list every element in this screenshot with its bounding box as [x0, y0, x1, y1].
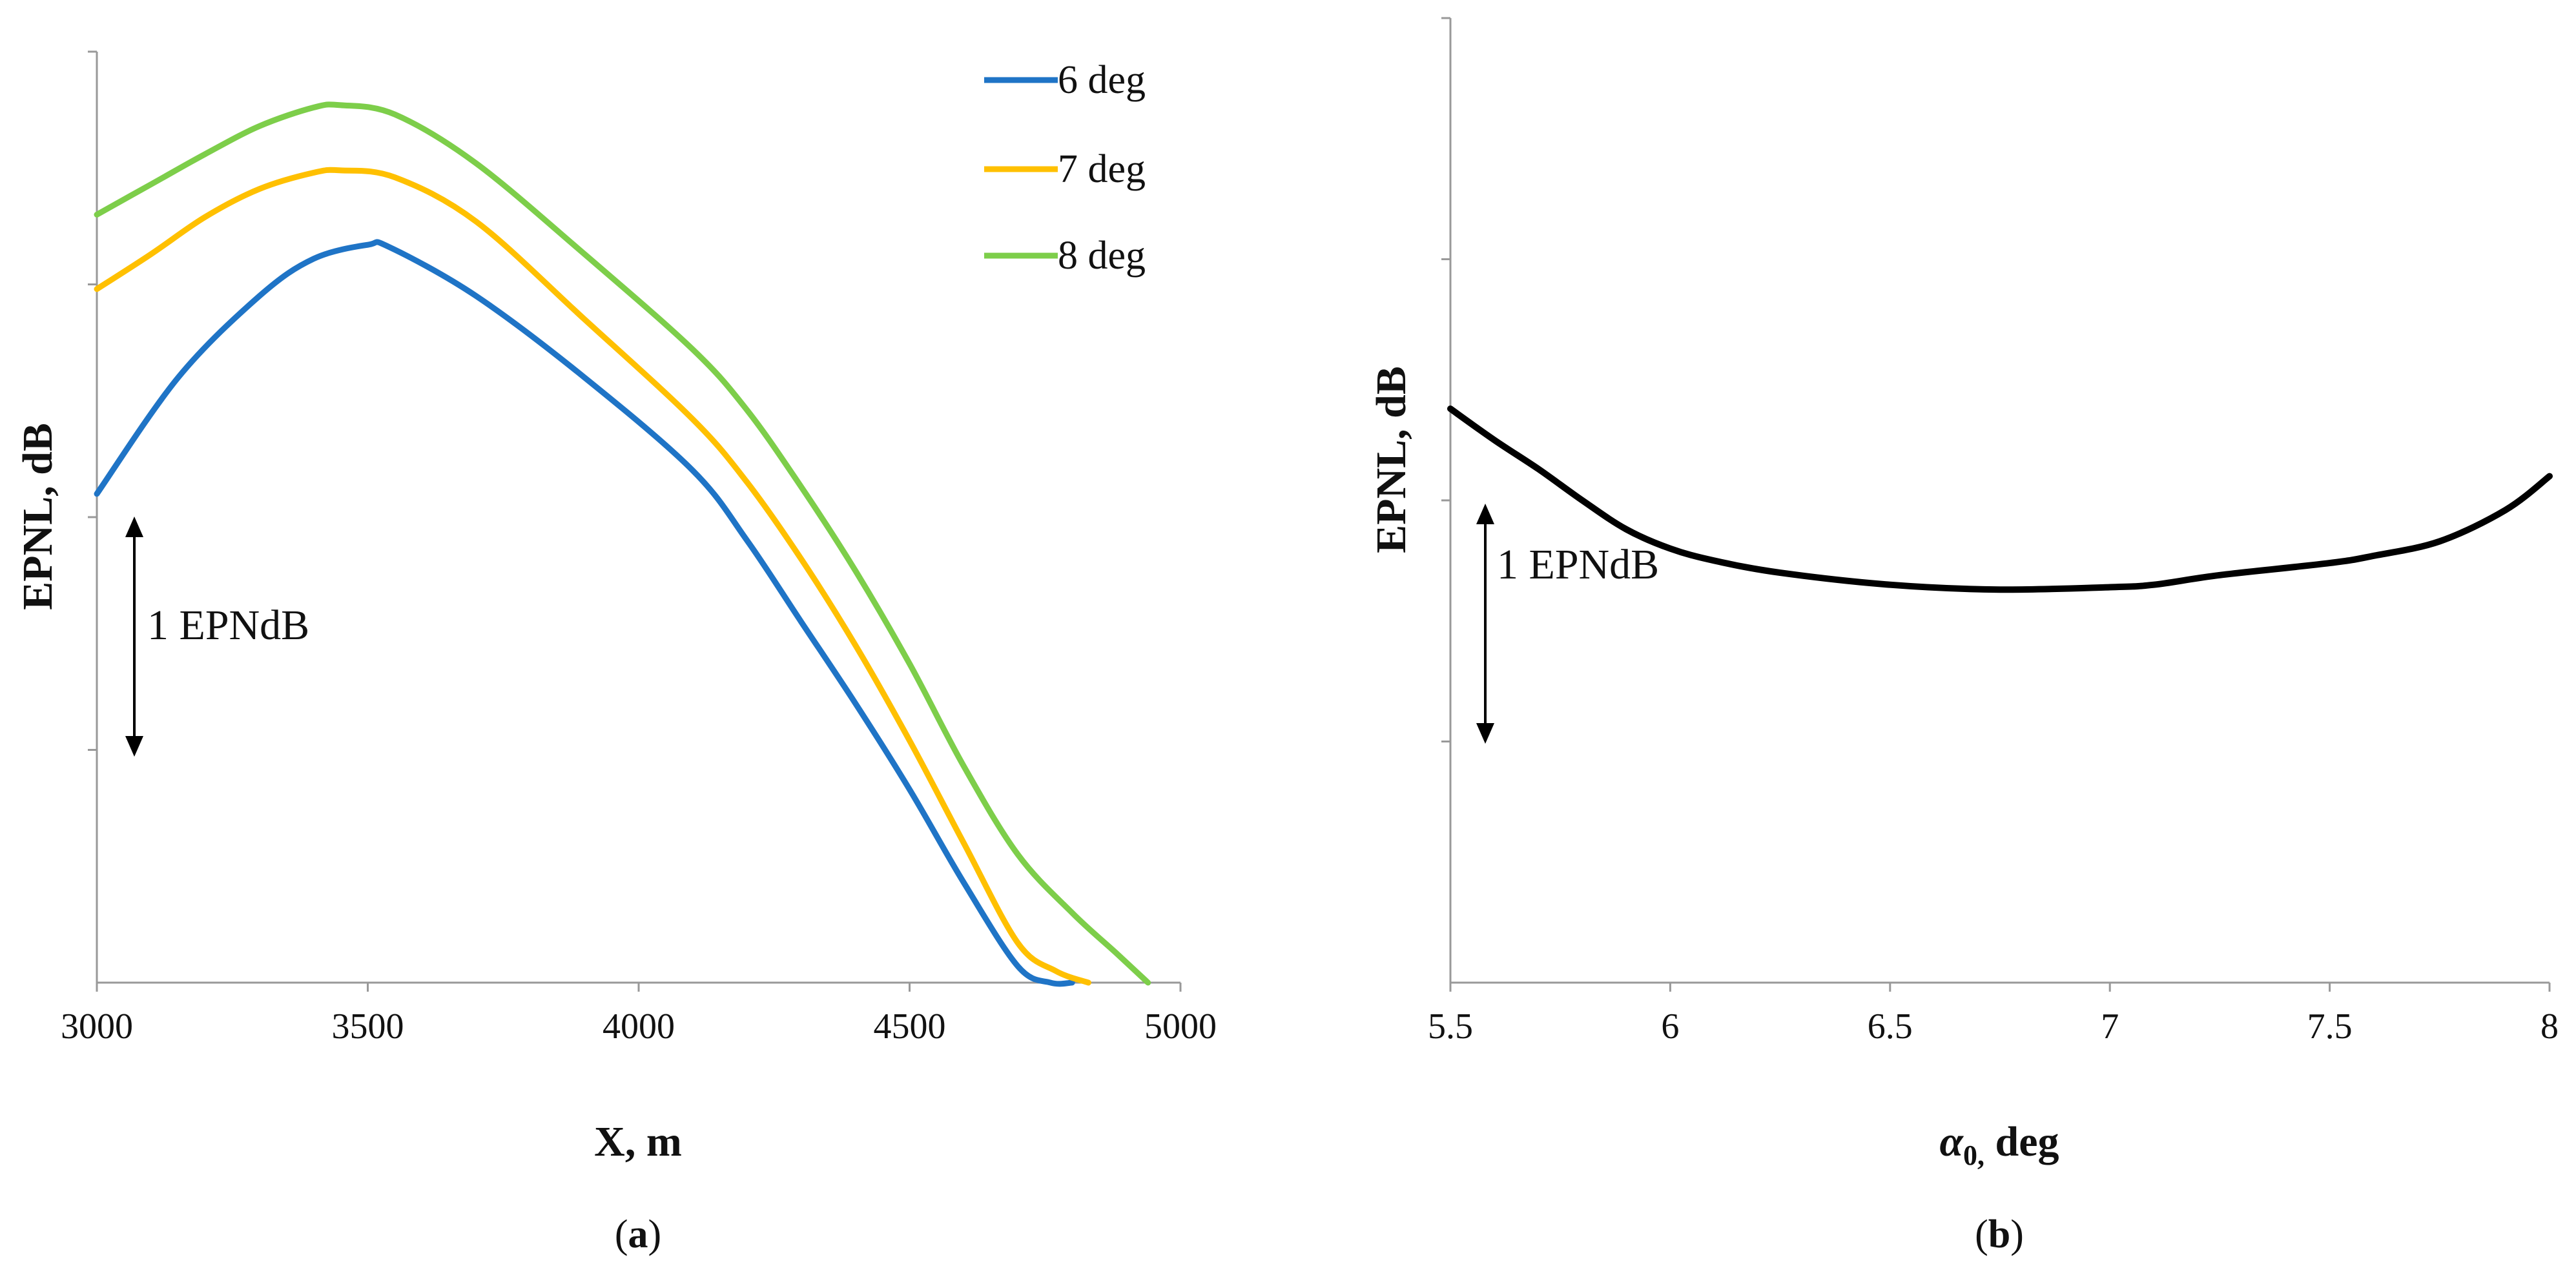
panel-a-x-tick-label: 4500: [874, 1007, 946, 1047]
panel-a-x-tick-label: 3500: [332, 1007, 404, 1047]
panel-a-x-axis-title: X, m: [594, 1118, 682, 1165]
panel-a-series-line-6-deg: [94, 239, 1075, 987]
panel-b-arrow-head-top: [1476, 504, 1494, 524]
panel-a-label: (a): [615, 1212, 661, 1256]
panel-b-y-axis-title: EPNL, dB: [1368, 366, 1415, 553]
panel-b-label: (b): [1975, 1212, 2024, 1256]
panel-a-scale-label: 1 EPNdB: [147, 602, 309, 649]
panel-b-x-tick-label: 6.5: [1868, 1007, 1913, 1047]
panel-a: 3000 3500 4000 4500 5000 6 deg 7 deg 8 deg 1…: [14, 50, 1217, 1256]
panel-b-arrow-head-bottom: [1476, 723, 1494, 744]
panel-a-x-tick-label: 3000: [61, 1007, 133, 1047]
panel-b-scale-label: 1 EPNdB: [1497, 541, 1659, 588]
panel-b-x-tick-label: 6: [1661, 1007, 1679, 1047]
panel-b-series-line-epnl: [1447, 405, 2553, 593]
legend-item-7-deg: 7 deg: [984, 147, 1146, 191]
legend-item-8-deg: 8 deg: [984, 234, 1146, 278]
panel-a-y-axis-title: EPNL, dB: [14, 423, 61, 610]
legend-label-7-deg: 7 deg: [1058, 147, 1146, 191]
panel-b-x-tick-label: 7: [2101, 1007, 2119, 1047]
panel-a-legend: 6 deg 7 deg 8 deg: [984, 58, 1146, 278]
panel-a-series-line-8-deg: [94, 101, 1151, 986]
panel-a-x-tick-label: 5000: [1144, 1007, 1217, 1047]
panel-a-x-tick-label: 4000: [603, 1007, 675, 1047]
panel-b: 5.5 6 6.5 7 7.5 8 1 EPNdB EPNL, dB α0, deg (b…: [1368, 17, 2559, 1256]
panel-a-arrow-head-top: [125, 516, 143, 537]
panel-b-x-tick-label: 7.5: [2307, 1007, 2353, 1047]
panel-a-series-line-7-deg: [94, 167, 1091, 986]
panel-a-arrow-head-bottom: [125, 736, 143, 757]
panel-b-x-axis-title: α0, deg: [1939, 1118, 2059, 1171]
panel-b-x-tick-label: 8: [2540, 1007, 2559, 1047]
legend-label-8-deg: 8 deg: [1058, 234, 1146, 278]
panel-b-x-tick-label: 5.5: [1428, 1007, 1473, 1047]
legend-label-6-deg: 6 deg: [1058, 58, 1146, 102]
legend-item-6-deg: 6 deg: [984, 58, 1146, 102]
panel-a-scale-annotation: 1 EPNdB: [125, 516, 309, 757]
panel-b-scale-annotation: 1 EPNdB: [1476, 504, 1659, 744]
